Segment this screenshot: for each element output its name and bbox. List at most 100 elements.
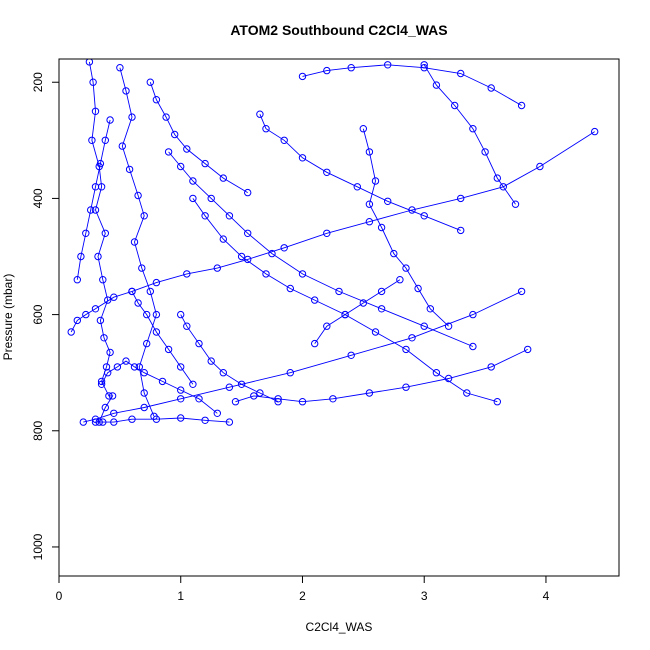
data-point	[177, 310, 185, 319]
data-point	[122, 87, 130, 95]
data-point	[110, 418, 118, 426]
data-point	[101, 136, 110, 145]
data-point	[100, 334, 108, 342]
data-point	[143, 339, 151, 348]
series-13	[91, 414, 234, 426]
data-point	[140, 389, 148, 397]
data-point	[79, 418, 88, 426]
data-point	[323, 229, 331, 238]
series-3	[116, 64, 161, 420]
data-point	[88, 136, 96, 145]
series-line	[180, 314, 279, 403]
data-point	[256, 389, 264, 397]
series-line	[101, 360, 218, 414]
data-point	[219, 369, 228, 377]
data-point	[89, 78, 97, 86]
data-point	[106, 116, 114, 124]
data-point	[225, 418, 234, 426]
data-point	[329, 395, 337, 403]
data-point	[457, 226, 465, 235]
data-point	[444, 322, 453, 330]
data-point	[414, 284, 422, 293]
data-point	[493, 174, 501, 182]
data-point	[365, 389, 374, 397]
data-point	[113, 363, 122, 371]
data-point	[365, 200, 374, 208]
data-point	[143, 310, 151, 319]
data-point	[201, 212, 209, 220]
series-9	[256, 110, 465, 235]
plot-area	[67, 59, 599, 426]
data-point	[201, 159, 209, 168]
data-point	[177, 363, 185, 371]
data-point	[231, 398, 240, 406]
data-point	[201, 416, 209, 424]
x-axis: 0 1 2 3 4	[56, 575, 550, 603]
data-point	[377, 305, 386, 313]
data-point	[91, 418, 100, 426]
x-tick-label: 1	[177, 589, 184, 603]
series-line	[83, 290, 522, 423]
data-point	[130, 363, 139, 371]
data-point	[177, 414, 185, 422]
data-point	[134, 191, 142, 200]
data-point	[110, 409, 118, 417]
data-point	[244, 255, 252, 264]
data-point	[106, 348, 114, 357]
data-point	[146, 287, 155, 296]
data-point	[91, 107, 100, 116]
y-tick-label: 400	[31, 188, 45, 208]
data-point	[183, 322, 191, 330]
data-point	[499, 183, 507, 191]
data-point	[371, 177, 380, 185]
series-line	[302, 64, 522, 106]
data-point	[97, 377, 106, 386]
data-point	[195, 395, 203, 403]
data-point	[219, 235, 228, 243]
data-point	[524, 345, 532, 354]
data-point	[536, 162, 544, 171]
data-point	[353, 183, 361, 191]
data-point	[280, 136, 288, 145]
series-1	[85, 59, 117, 426]
series-8	[359, 125, 453, 330]
data-point	[244, 229, 252, 238]
series-4	[79, 287, 526, 426]
plot-frame	[58, 58, 620, 577]
data-point	[298, 270, 307, 278]
series-10	[97, 357, 222, 417]
series-line	[168, 151, 474, 347]
data-point	[77, 252, 85, 261]
data-point	[82, 229, 90, 238]
data-point	[177, 386, 185, 394]
data-point	[91, 206, 100, 214]
data-point	[91, 183, 100, 191]
data-point	[207, 357, 215, 365]
data-point	[91, 305, 100, 313]
data-point	[311, 339, 319, 348]
y-tick-label: 200	[31, 72, 45, 92]
data-point	[298, 154, 307, 162]
series-line	[423, 64, 516, 205]
data-point	[323, 66, 331, 75]
x-tick-label: 3	[421, 589, 428, 603]
data-point	[87, 206, 95, 214]
data-point	[189, 194, 197, 203]
data-point	[457, 69, 465, 78]
data-point	[177, 395, 185, 403]
series-line	[362, 128, 449, 327]
data-point	[94, 252, 102, 261]
data-point	[122, 357, 130, 365]
data-point	[408, 334, 416, 342]
data-point	[262, 270, 270, 278]
data-point	[140, 403, 148, 412]
data-point	[298, 398, 307, 406]
data-point	[158, 377, 167, 386]
data-point	[591, 127, 599, 136]
data-point	[164, 345, 173, 354]
data-point	[110, 293, 118, 301]
x-tick-label: 0	[56, 589, 63, 603]
series-line	[76, 119, 111, 280]
data-point	[237, 252, 246, 261]
data-point	[67, 328, 75, 336]
